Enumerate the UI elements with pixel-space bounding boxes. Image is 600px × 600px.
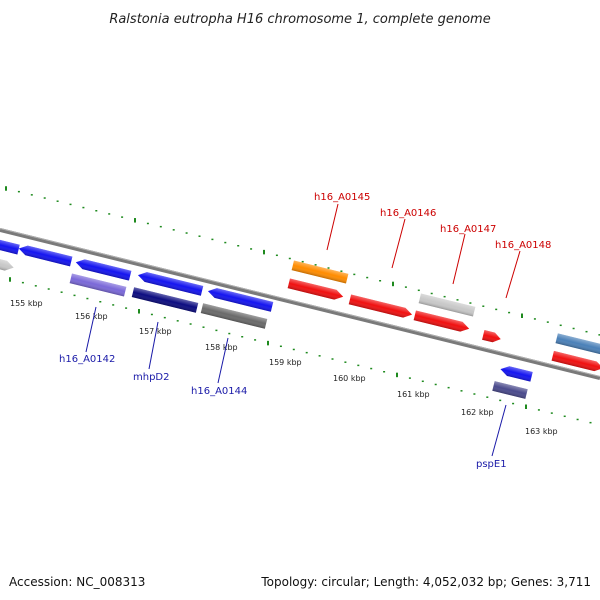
gene-arrow[interactable] [348, 294, 414, 319]
gene-label-leaders [85, 203, 521, 457]
kbp-label: 155 kbp [10, 299, 43, 308]
gene-arrow[interactable] [413, 310, 471, 333]
gene-block[interactable] [0, 257, 15, 273]
gene-arrow-shade [551, 350, 600, 372]
gene-block-shade [555, 333, 600, 355]
gene-arrow[interactable] [551, 350, 600, 373]
gene-block[interactable] [69, 273, 127, 297]
gene-label-h16-a0145[interactable]: h16_A0145 [314, 192, 370, 203]
kbp-scale-labels: 155 kbp 156 kbp 157 kbp 158 kbp 159 kbp … [10, 299, 558, 436]
gene-arrow[interactable] [287, 278, 345, 301]
gene-label-h16-a0148[interactable]: h16_A0148 [495, 240, 551, 251]
kbp-label: 161 kbp [397, 390, 430, 399]
kbp-label: 163 kbp [525, 427, 558, 436]
gene-block-shade [69, 273, 127, 297]
gene-block[interactable] [555, 333, 600, 355]
kbp-label: 162 kbp [461, 408, 494, 417]
gene-arrow[interactable] [75, 257, 132, 281]
gene-arrow-shade [482, 329, 501, 343]
kbp-label: 159 kbp [269, 358, 302, 367]
kbp-label: 156 kbp [75, 312, 108, 321]
kbp-label: 160 kbp [333, 374, 366, 383]
gene-label-mhpd2[interactable]: mhpD2 [133, 372, 170, 383]
gene-arrow-shade [207, 288, 274, 312]
gene-arrow[interactable] [499, 364, 533, 382]
inner-tick-track [9, 277, 592, 424]
chromosome-backbone [0, 228, 600, 380]
gene-arrow[interactable] [207, 286, 274, 312]
gene-arrow-shade [500, 366, 533, 382]
kbp-label: 158 kbp [205, 343, 238, 352]
gene-arrow-shade [413, 310, 470, 332]
gene-block-shade [291, 260, 349, 284]
gene-arrow-shade [18, 245, 73, 267]
gene-label-h16-a0144[interactable]: h16_A0144 [191, 386, 247, 397]
gene-labels: h16_A0145 h16_A0146 h16_A0147 h16_A0148 … [59, 192, 551, 470]
gene-label-h16-a0146[interactable]: h16_A0146 [380, 208, 436, 219]
gene-arrow-shade [348, 294, 413, 318]
genome-summary-text: Topology: circular; Length: 4,052,032 bp… [260, 575, 591, 589]
gene-label-h16-a0142[interactable]: h16_A0142 [59, 354, 115, 365]
gene-block[interactable] [131, 287, 199, 313]
gene-features [0, 238, 600, 399]
gene-arrow-shade [287, 278, 344, 300]
kbp-label: 157 kbp [139, 327, 172, 336]
gene-block[interactable] [291, 260, 349, 284]
gene-label-h16-a0147[interactable]: h16_A0147 [440, 224, 496, 235]
gene-block-shade [0, 257, 14, 271]
map-title: Ralstonia eutropha H16 chromosome 1, com… [109, 12, 490, 27]
gene-arrow-shade [75, 259, 132, 281]
gene-block-shade [418, 293, 476, 317]
gene-arrow[interactable] [482, 329, 502, 344]
accession-text: Accession: NC_008313 [9, 575, 145, 589]
gene-block-shade [492, 381, 528, 399]
gene-arrow[interactable] [137, 270, 204, 296]
gene-block-shade [200, 303, 268, 329]
gene-block[interactable] [200, 303, 268, 329]
gene-arrow-shade [137, 272, 204, 296]
gene-block-shade [131, 287, 199, 313]
gene-block[interactable] [492, 381, 528, 399]
outer-tick-track [5, 186, 600, 336]
gene-arrow-shade [0, 239, 20, 255]
gene-block[interactable] [418, 293, 476, 317]
gene-label-pspe1[interactable]: pspE1 [476, 459, 507, 470]
gene-arrow[interactable] [0, 238, 20, 255]
gene-arrow[interactable] [18, 244, 73, 267]
